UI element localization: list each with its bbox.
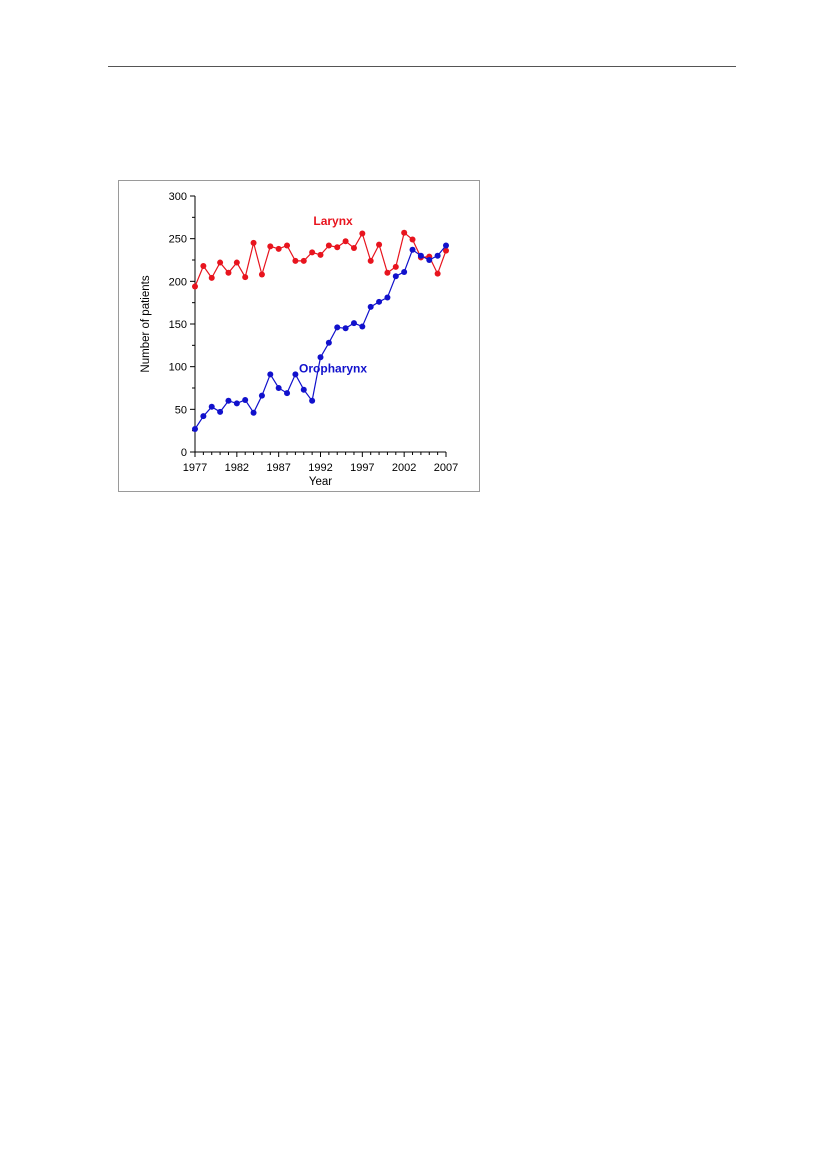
y-tick-label: 50 xyxy=(175,404,187,416)
data-point-larynx xyxy=(392,263,399,270)
series-larynx xyxy=(192,229,449,290)
data-point-larynx xyxy=(208,274,215,281)
data-point-oropharynx xyxy=(384,294,391,301)
data-point-larynx xyxy=(434,270,441,277)
data-point-larynx xyxy=(342,238,349,245)
data-point-larynx xyxy=(292,257,299,264)
y-tick-label: 200 xyxy=(169,276,187,288)
data-point-oropharynx xyxy=(392,273,399,280)
data-point-oropharynx xyxy=(367,303,374,310)
x-tick-label: 1977 xyxy=(183,462,207,474)
data-point-larynx xyxy=(242,274,249,281)
y-tick-label: 300 xyxy=(169,191,187,203)
axes: 0 50 100 150 200 250 300 1977 1982 1987 1992 1997 20… xyxy=(140,191,458,488)
series-label-larynx: Larynx xyxy=(313,214,353,228)
data-point-oropharynx xyxy=(200,413,207,420)
data-point-larynx xyxy=(325,242,332,249)
y-tick-label: 100 xyxy=(169,362,187,374)
data-point-oropharynx xyxy=(317,354,324,361)
data-point-larynx xyxy=(376,241,383,248)
data-point-oropharynx xyxy=(292,371,299,378)
data-point-oropharynx xyxy=(208,403,215,410)
data-point-oropharynx xyxy=(275,385,282,391)
data-point-oropharynx xyxy=(325,339,332,346)
x-tick-label: 1987 xyxy=(266,462,290,474)
data-point-oropharynx xyxy=(359,323,366,330)
data-point-oropharynx xyxy=(258,392,265,399)
x-tick-label: 1997 xyxy=(350,462,374,474)
series-line-oropharynx xyxy=(194,245,447,430)
data-point-larynx xyxy=(300,257,307,264)
x-tick-label: 1992 xyxy=(308,462,332,474)
data-point-larynx xyxy=(217,259,224,266)
data-point-oropharynx xyxy=(192,425,198,432)
data-point-oropharynx xyxy=(334,324,341,331)
x-tick-label: 2002 xyxy=(392,462,416,474)
data-point-larynx xyxy=(334,244,341,251)
data-point-larynx xyxy=(309,249,316,256)
line-chart: 0 50 100 150 200 250 300 1977 1982 1987 1992 1997 20… xyxy=(140,191,458,488)
data-point-oropharynx xyxy=(284,390,291,397)
data-point-larynx xyxy=(401,229,408,236)
data-point-oropharynx xyxy=(225,397,232,404)
series-group xyxy=(192,229,449,432)
figure-frame: 0 50 100 150 200 250 300 1977 1982 1987 1992 1997 20… xyxy=(118,180,480,492)
y-tick-label: 250 xyxy=(169,234,187,246)
data-point-larynx xyxy=(284,242,291,249)
data-point-oropharynx xyxy=(409,246,416,253)
series-label-oropharynx: Oropharynx xyxy=(299,362,367,376)
data-point-oropharynx xyxy=(401,268,408,275)
page-header-rule xyxy=(108,66,736,67)
data-point-oropharynx xyxy=(434,252,441,259)
data-point-oropharynx xyxy=(242,396,249,403)
data-point-oropharynx xyxy=(217,408,224,415)
data-point-oropharynx xyxy=(233,400,240,407)
data-point-larynx xyxy=(443,247,449,254)
data-point-oropharynx xyxy=(417,252,424,259)
data-point-larynx xyxy=(367,257,374,264)
data-point-oropharynx xyxy=(309,397,316,404)
data-point-larynx xyxy=(233,259,240,266)
data-point-larynx xyxy=(200,262,207,269)
data-point-oropharynx xyxy=(267,371,274,378)
x-tick-label: 1982 xyxy=(225,462,249,474)
data-point-larynx xyxy=(192,283,198,290)
data-point-oropharynx xyxy=(350,320,357,327)
data-point-larynx xyxy=(384,269,391,276)
data-point-larynx xyxy=(275,245,282,252)
x-tick-label: 2007 xyxy=(434,462,458,474)
data-point-oropharynx xyxy=(376,298,383,305)
series-oropharynx xyxy=(192,242,449,432)
y-tick-label: 150 xyxy=(169,319,187,331)
data-point-oropharynx xyxy=(250,409,257,416)
y-axis-title: Number of patients xyxy=(140,275,152,372)
data-point-larynx xyxy=(258,271,265,278)
data-point-larynx xyxy=(350,245,357,252)
y-tick-label: 0 xyxy=(181,447,187,459)
x-axis-title: Year xyxy=(309,476,332,488)
labels: Larynx Oropharynx xyxy=(299,214,367,376)
data-point-larynx xyxy=(225,269,232,276)
data-point-oropharynx xyxy=(426,257,433,263)
data-point-larynx xyxy=(409,236,416,243)
data-point-oropharynx xyxy=(300,386,307,393)
data-point-larynx xyxy=(359,230,366,237)
data-point-larynx xyxy=(250,239,257,246)
data-point-oropharynx xyxy=(342,325,349,332)
data-point-larynx xyxy=(267,243,274,250)
data-point-oropharynx xyxy=(443,242,449,249)
data-point-larynx xyxy=(317,251,324,258)
